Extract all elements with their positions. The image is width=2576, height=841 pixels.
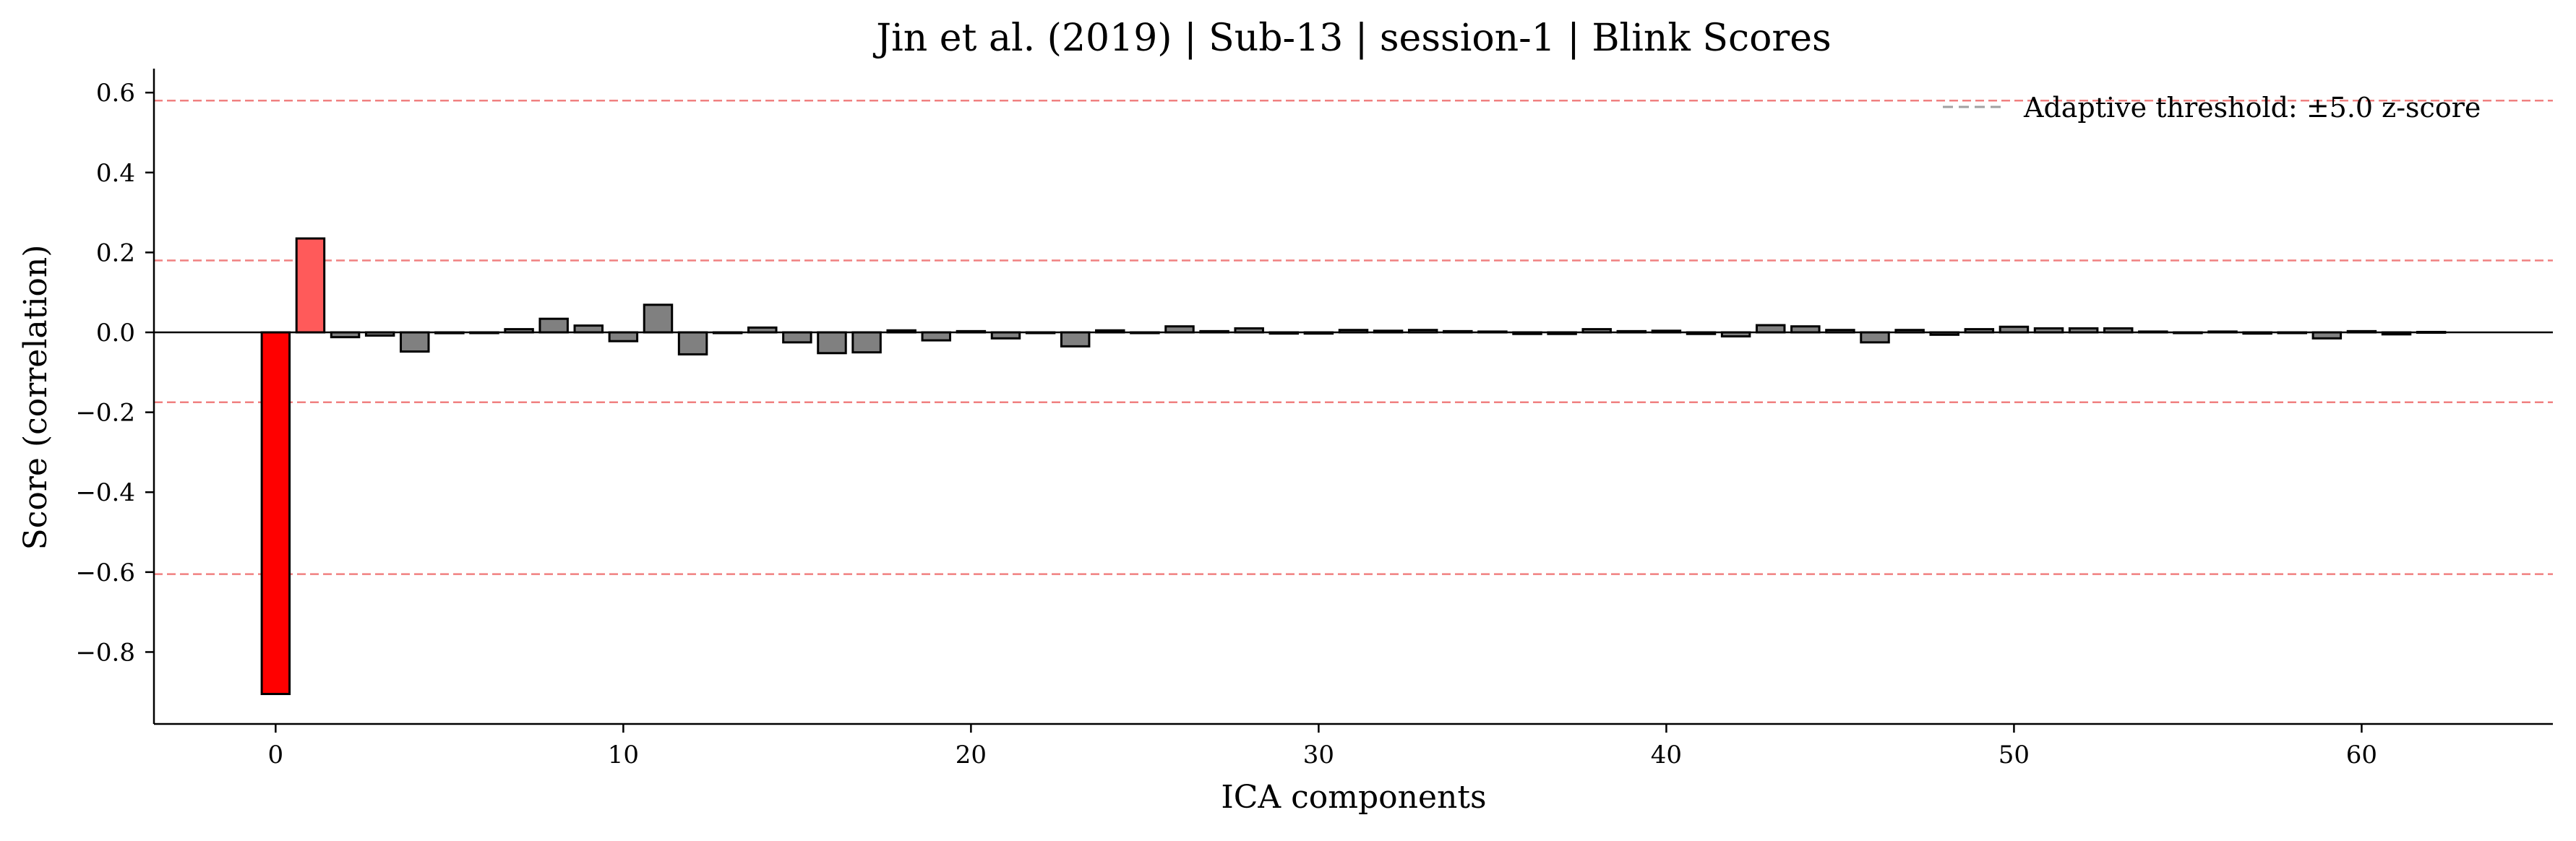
x-tick-label: 60 bbox=[2346, 741, 2377, 769]
x-tick-label: 10 bbox=[608, 741, 639, 769]
x-tick-label: 30 bbox=[1303, 741, 1334, 769]
bar bbox=[817, 331, 847, 355]
x-tick-label: 0 bbox=[268, 741, 284, 769]
y-tick-label: 0.2 bbox=[96, 238, 135, 267]
legend: Adaptive threshold: ±5.0 z-score bbox=[1943, 92, 2481, 124]
bar bbox=[782, 331, 812, 344]
bar bbox=[573, 324, 604, 334]
y-tick-label: 0.0 bbox=[96, 319, 135, 348]
bar bbox=[677, 331, 708, 355]
bar bbox=[643, 303, 674, 334]
x-tick-label: 20 bbox=[956, 741, 987, 769]
bar bbox=[260, 331, 291, 696]
bar bbox=[295, 237, 326, 334]
bar bbox=[1060, 331, 1091, 348]
legend-label: Adaptive threshold: ±5.0 z-score bbox=[2023, 92, 2481, 124]
y-tick-label: −0.4 bbox=[75, 478, 135, 507]
chart-title: Jin et al. (2019) | Sub-13 | session-1 |… bbox=[872, 17, 1831, 60]
y-tick-label: 0.6 bbox=[96, 79, 135, 108]
x-tick-label: 50 bbox=[1998, 741, 2030, 769]
bar bbox=[1755, 324, 1786, 334]
y-tick-label: −0.2 bbox=[75, 399, 135, 428]
bar bbox=[851, 331, 882, 354]
y-tick-label: 0.4 bbox=[96, 159, 135, 188]
bar bbox=[608, 331, 639, 342]
x-axis-label: ICA components bbox=[1221, 779, 1486, 816]
y-tick-label: −0.6 bbox=[75, 558, 135, 587]
bar bbox=[1860, 331, 1890, 344]
bar bbox=[538, 317, 569, 334]
bar bbox=[921, 331, 952, 342]
bar bbox=[400, 331, 430, 353]
y-axis-label: Score (correlation) bbox=[17, 245, 54, 551]
plot-area: 0 10 20 30 40 50 60 −0.8 −0.6 −0.4 −0.2 0.0 0.2 0.4 0.… bbox=[75, 69, 2553, 769]
y-tick-label: −0.8 bbox=[75, 638, 135, 667]
x-tick-label: 40 bbox=[1651, 741, 1682, 769]
